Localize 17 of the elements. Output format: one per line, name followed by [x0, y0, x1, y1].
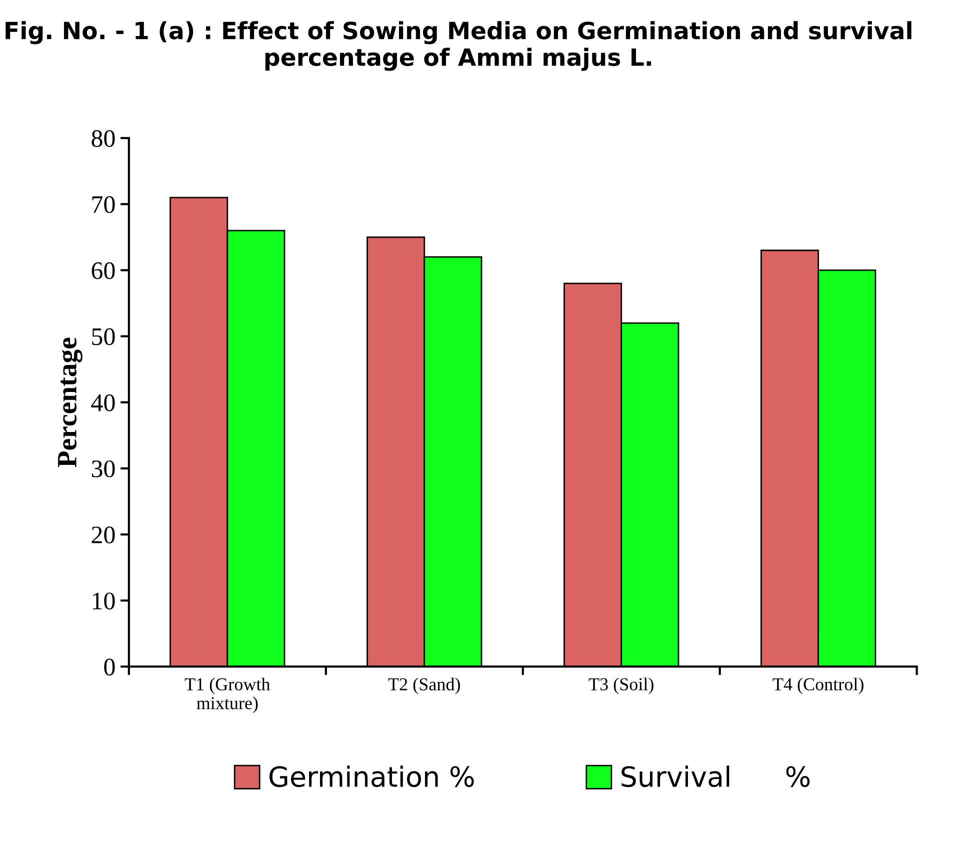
y-tick-label: 0 [104, 658, 115, 676]
y-tick-label: 60 [92, 262, 115, 280]
y-tick-label: 30 [92, 460, 115, 478]
y-tick-label: 50 [92, 328, 115, 346]
x-tick-label: T4 (Control) [772, 678, 864, 694]
y-axis-title: Percentage [58, 338, 82, 468]
chart-title: Fig. No. - 1 (a) : Effect of Sowing Media on Germination and survival percentage of Ammi majus L. [6, 21, 912, 71]
y-tick-label: 40 [91, 394, 115, 412]
y-tick-label: 20 [92, 526, 115, 544]
x-tick-label: T1 (Growth mixture) [184, 678, 270, 713]
x-tick-label: T3 (Soil) [588, 678, 654, 694]
x-tick-label: T2 (Sand) [388, 678, 460, 694]
legend-label: Germination % [269, 766, 474, 788]
y-tick-label: 80 [92, 130, 115, 147]
y-tick-label: 10 [92, 592, 115, 610]
y-tick-label: 70 [92, 196, 115, 214]
legend-label: Survival % [622, 766, 810, 788]
